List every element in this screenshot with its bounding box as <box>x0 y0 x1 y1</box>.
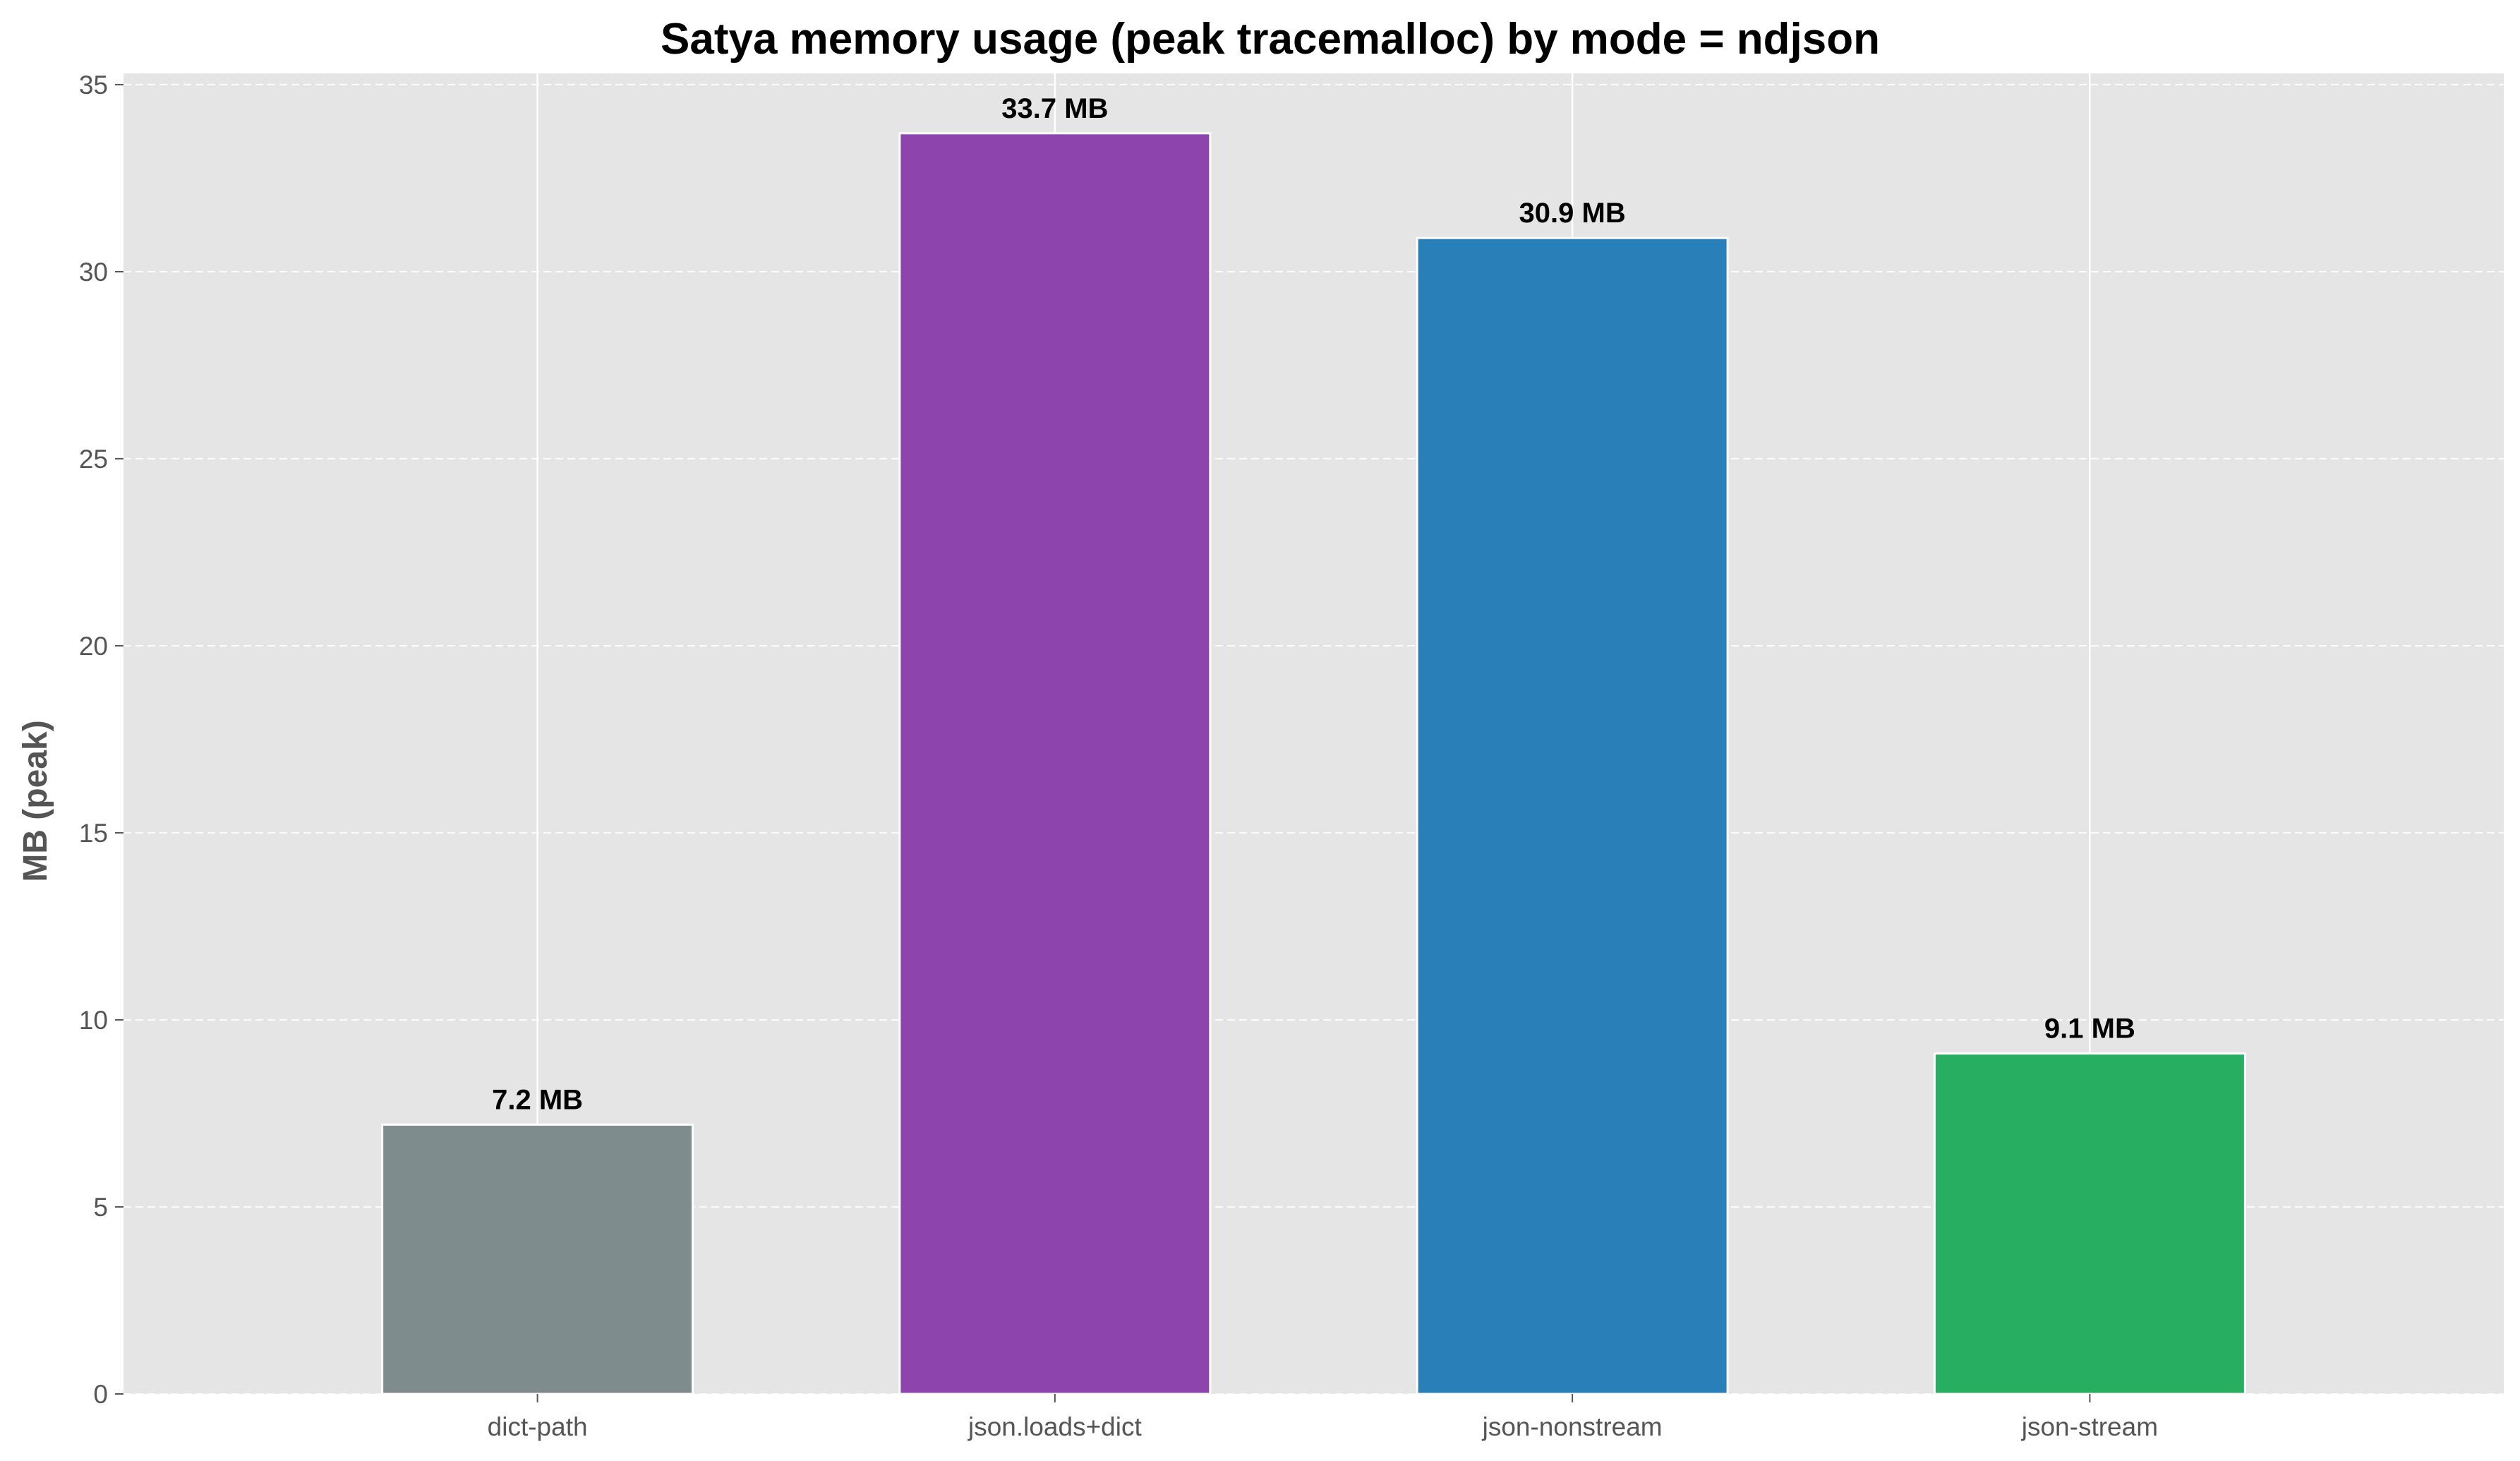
bar-value-label: 7.2 MB <box>492 1084 583 1115</box>
y-tick-label: 35 <box>79 71 108 100</box>
x-tick-label: json.loads+dict <box>967 1412 1143 1441</box>
bar-value-label: 30.9 MB <box>1519 198 1626 229</box>
y-tick-label: 15 <box>79 819 108 848</box>
y-tick-label: 20 <box>79 632 108 661</box>
x-tick-label: json-nonstream <box>1482 1412 1663 1441</box>
bar-json-nonstream <box>1416 236 1729 1395</box>
y-tick-label: 0 <box>93 1380 108 1409</box>
bar-json-stream <box>1933 1052 2246 1395</box>
plot-area-group: 0 5 10 15 20 25 30 35 7.2 MB dict-path 33.7 MB json… <box>79 71 2504 1441</box>
x-tick-label: json-stream <box>2021 1412 2158 1441</box>
bar-value-label: 33.7 MB <box>1001 93 1108 124</box>
y-axis-label: MB (peak) <box>17 720 54 882</box>
bar-json.loads+dict <box>898 132 1212 1395</box>
y-tick-label: 5 <box>93 1193 108 1222</box>
bar-dict-path <box>381 1123 694 1395</box>
chart-title: Satya memory usage (peak tracemalloc) by… <box>661 15 1880 64</box>
y-tick-label: 25 <box>79 445 108 474</box>
y-tick-label: 30 <box>79 258 108 287</box>
y-tick-label: 10 <box>79 1006 108 1035</box>
x-tick-label: dict-path <box>488 1412 588 1441</box>
bar-value-label: 9.1 MB <box>2044 1014 2135 1045</box>
